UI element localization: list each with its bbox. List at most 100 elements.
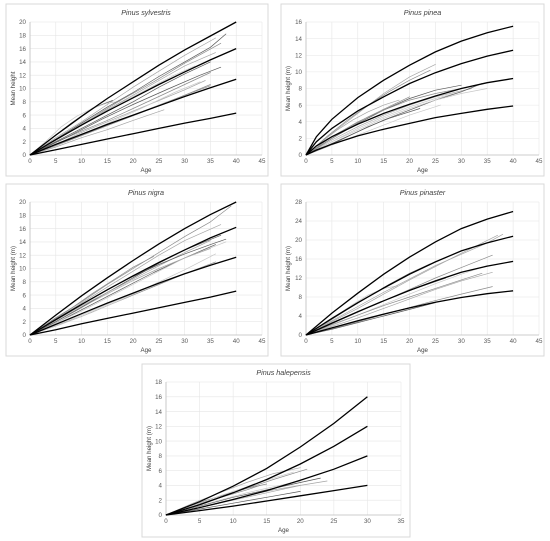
x-tick-label: 10 bbox=[78, 338, 85, 345]
observed-series-line bbox=[305, 233, 504, 336]
x-tick-label: 0 bbox=[28, 338, 32, 345]
y-axis-label: Mean height (m) bbox=[146, 426, 153, 471]
site-index-curve bbox=[29, 256, 237, 336]
site-index-curve bbox=[29, 112, 237, 156]
y-tick-label: 8 bbox=[299, 86, 303, 93]
y-tick-label: 8 bbox=[23, 279, 27, 286]
y-tick-label: 18 bbox=[155, 379, 162, 386]
chart-title: Pinus pinea bbox=[404, 8, 442, 17]
y-tick-label: 2 bbox=[299, 136, 303, 143]
x-tick-label: 20 bbox=[406, 158, 413, 165]
y-tick-label: 12 bbox=[19, 72, 26, 79]
x-tick-label: 10 bbox=[354, 338, 361, 345]
observed-series-line bbox=[305, 83, 483, 156]
x-tick-label: 20 bbox=[406, 338, 413, 345]
site-index-curve bbox=[29, 48, 237, 156]
observed-series-line bbox=[29, 101, 118, 156]
y-tick-label: 8 bbox=[159, 453, 163, 460]
chart-panel-3: 0 5 10 15 20 25 30 35 40 45 0 2 4 6 8 10 12 14 16 18 20 Pinus… bbox=[5, 183, 269, 357]
observed-series-line bbox=[305, 234, 498, 336]
site-index-curve bbox=[29, 290, 237, 336]
y-axis-label: Mean height (m) bbox=[285, 246, 292, 291]
x-tick-label: 25 bbox=[155, 338, 162, 345]
x-tick-label: 30 bbox=[181, 338, 188, 345]
x-tick-label: 45 bbox=[536, 338, 543, 345]
observed-series-line bbox=[29, 66, 222, 156]
y-tick-label: 4 bbox=[299, 119, 303, 126]
y-tick-label: 4 bbox=[299, 313, 303, 320]
y-tick-label: 10 bbox=[19, 266, 26, 273]
observed-series-line bbox=[305, 96, 410, 156]
site-index-curve bbox=[305, 235, 514, 336]
x-tick-label: 0 bbox=[164, 518, 168, 525]
chart-panel-4: 0 5 10 15 20 25 30 35 40 45 0 4 8 12 16 20 24 28 Pinus pin… bbox=[280, 183, 545, 357]
y-tick-label: 0 bbox=[23, 152, 27, 159]
site-index-curve bbox=[165, 455, 368, 516]
observed-series-line bbox=[29, 241, 227, 336]
observed-series-line bbox=[305, 99, 400, 156]
observed-series-line bbox=[165, 467, 301, 516]
y-tick-label: 12 bbox=[295, 52, 302, 59]
y-tick-label: 16 bbox=[295, 256, 302, 263]
y-tick-label: 2 bbox=[23, 139, 27, 146]
y-tick-label: 6 bbox=[159, 468, 163, 475]
site-index-curve bbox=[29, 226, 237, 336]
y-tick-label: 8 bbox=[299, 294, 303, 301]
x-axis-label: Age bbox=[278, 527, 290, 534]
y-axis-label: Mean height bbox=[10, 71, 17, 105]
chart-panel-1: 0 5 10 15 20 25 30 35 40 45 0 2 4 6 8 10 12 14 16 18 20 Pinus… bbox=[5, 3, 269, 177]
observed-series-line bbox=[165, 480, 301, 516]
chart-panel-5: 0 5 10 15 20 25 30 35 0 2 4 6 8 10 12 14 16 18 Pinus halep… bbox=[141, 363, 411, 538]
observed-series-line bbox=[29, 253, 216, 336]
site-index-curve bbox=[305, 290, 514, 336]
x-tick-label: 20 bbox=[130, 158, 137, 165]
x-tick-label: 35 bbox=[398, 518, 405, 525]
chart-title: Pinus halepensis bbox=[256, 368, 311, 377]
x-tick-label: 0 bbox=[304, 338, 308, 345]
x-axis-label: Age bbox=[417, 347, 429, 354]
x-tick-label: 5 bbox=[330, 338, 334, 345]
site-index-curve bbox=[165, 425, 368, 516]
observed-series-line bbox=[29, 33, 227, 156]
y-tick-label: 12 bbox=[155, 424, 162, 431]
chart-panel-2: 0 5 10 15 20 25 30 35 40 45 0 2 4 6 8 10 12 14 16 Pinus pin… bbox=[280, 3, 545, 177]
y-axis-label: Mean height (m) bbox=[285, 66, 292, 111]
panel-frame bbox=[5, 183, 269, 357]
site-index-curve bbox=[165, 484, 368, 516]
observed-series-line bbox=[29, 37, 216, 156]
site-index-curve bbox=[305, 49, 514, 156]
y-tick-label: 14 bbox=[295, 36, 302, 43]
observed-series-line bbox=[305, 88, 473, 156]
observed-series-line bbox=[305, 302, 436, 336]
y-tick-label: 18 bbox=[19, 213, 26, 220]
x-tick-label: 30 bbox=[458, 338, 465, 345]
x-axis-label: Age bbox=[417, 167, 429, 174]
y-tick-label: 14 bbox=[19, 59, 26, 66]
y-tick-label: 20 bbox=[295, 237, 302, 244]
x-tick-label: 25 bbox=[155, 158, 162, 165]
x-axis-label: Age bbox=[140, 347, 152, 354]
site-index-curve bbox=[29, 78, 237, 156]
x-tick-label: 25 bbox=[432, 158, 439, 165]
y-tick-label: 16 bbox=[19, 226, 26, 233]
y-tick-label: 16 bbox=[295, 19, 302, 26]
x-tick-label: 30 bbox=[181, 158, 188, 165]
y-tick-label: 12 bbox=[295, 275, 302, 282]
x-tick-label: 25 bbox=[432, 338, 439, 345]
observed-series-line bbox=[29, 256, 155, 336]
y-tick-label: 0 bbox=[159, 512, 163, 519]
x-tick-label: 40 bbox=[233, 158, 240, 165]
site-index-curve bbox=[305, 260, 514, 336]
x-tick-label: 15 bbox=[104, 158, 111, 165]
y-tick-label: 8 bbox=[23, 99, 27, 106]
y-tick-label: 6 bbox=[23, 112, 27, 119]
x-tick-label: 5 bbox=[54, 338, 58, 345]
observed-series-line bbox=[165, 491, 301, 516]
x-tick-label: 45 bbox=[536, 158, 543, 165]
site-index-curve bbox=[305, 25, 514, 156]
y-tick-label: 0 bbox=[23, 332, 27, 339]
x-tick-label: 15 bbox=[380, 338, 387, 345]
y-tick-label: 16 bbox=[19, 46, 26, 53]
y-tick-label: 2 bbox=[23, 319, 27, 326]
chart-title: Pinus pinaster bbox=[400, 188, 446, 197]
